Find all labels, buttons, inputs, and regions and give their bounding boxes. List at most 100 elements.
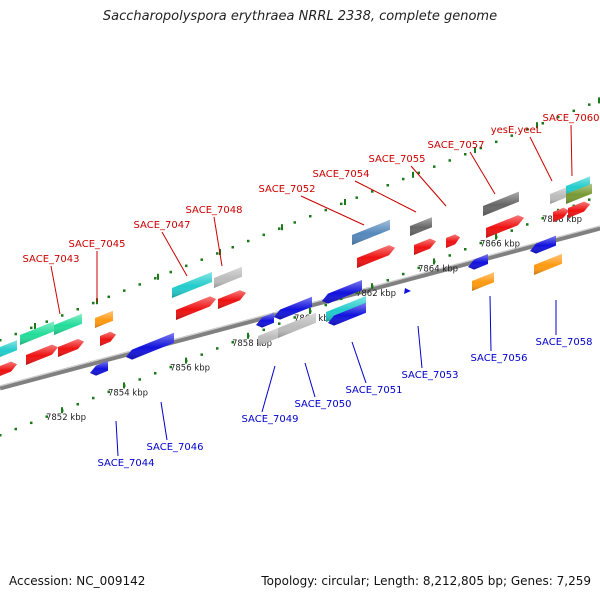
gene-feature-shade	[26, 344, 58, 365]
lower-gene-label: SACE_7051	[346, 385, 403, 396]
upper-tick-dot	[169, 270, 172, 274]
upper-tick-dot	[0, 339, 2, 342]
upper-gene-label: SACE_7054	[313, 169, 370, 180]
upper-callout-line	[354, 180, 417, 213]
upper-gene-label: SACE_7043	[23, 254, 80, 265]
gene-feature-shade	[218, 290, 246, 309]
upper-tick-dot	[340, 202, 343, 206]
upper-tick-dot	[278, 227, 281, 230]
gene-feature-shade	[100, 331, 116, 346]
upper-tick-dot	[448, 159, 451, 162]
gene-feature-shade	[0, 340, 17, 358]
lower-callout-line	[115, 420, 119, 457]
lower-tick-dot	[340, 297, 343, 301]
upper-tick-dot	[371, 190, 374, 193]
upper-tick-dot	[464, 153, 467, 156]
upper-tick-dot	[417, 171, 420, 175]
gene-feature-shade	[256, 312, 274, 328]
gene-feature-shade	[58, 339, 84, 357]
lower-tick-dot	[76, 403, 79, 406]
upper-tick-dot	[402, 177, 405, 181]
lower-tick-dot	[30, 421, 33, 425]
lower-tick-dot	[479, 241, 482, 245]
scale-label: 7856 kbp	[170, 364, 210, 374]
lower-tick-dot	[169, 365, 172, 369]
lower-gene-label: SACE_7058	[536, 337, 593, 348]
upper-gene-label: SACE_7057	[428, 140, 485, 151]
upper-callout-line	[570, 124, 573, 177]
upper-callout-line	[161, 231, 188, 277]
upper-gene-label: SACE_7052	[259, 184, 316, 195]
upper-gene-label: SACE_7047	[134, 220, 191, 231]
upper-tick-dot	[355, 196, 358, 199]
upper-tick-dot	[185, 264, 188, 268]
gene-feature-shade	[258, 328, 278, 346]
page-title: Saccharopolyspora erythraea NRRL 2338, c…	[102, 9, 498, 24]
scale-label: 7868 kbp	[542, 215, 582, 225]
scale-label: 7866 kbp	[480, 240, 520, 250]
gene-feature-shade	[483, 191, 519, 216]
lower-tick-dot	[138, 378, 141, 381]
lower-tick-dot	[402, 272, 405, 276]
topology-label: Topology: circular; Length: 8,212,805 bp…	[261, 574, 591, 588]
upper-callout-line	[529, 136, 553, 182]
gene-feature-shade	[530, 235, 556, 254]
gene-feature-shade	[566, 176, 590, 196]
gene-feature-shade	[0, 361, 17, 377]
upper-tick-dot	[386, 184, 389, 187]
lower-tick-dot	[355, 291, 358, 294]
gene-feature-shade	[550, 186, 568, 204]
upper-gene-label: SACE_7060	[543, 113, 600, 124]
lower-tick-dot	[45, 415, 48, 418]
lower-tick-dot	[541, 217, 544, 220]
gene-feature-shade	[446, 234, 460, 248]
gene-feature-shade	[472, 272, 494, 291]
upper-tick-dot	[76, 308, 79, 311]
upper-tick-dot	[510, 134, 513, 137]
lower-gene-label: SACE_7046	[147, 442, 204, 453]
accession-label: Accession: NC_009142	[9, 574, 146, 588]
lower-tick-dot	[417, 266, 420, 270]
scale-label: 7858 kbp	[232, 339, 272, 349]
lower-tick-dot	[14, 427, 17, 431]
upper-gene-label: SACE_7045	[69, 239, 126, 250]
lower-tick-dot	[92, 396, 95, 400]
gene-feature-shade	[172, 272, 212, 298]
lower-tick-dot	[324, 303, 327, 307]
scale-label: 7854 kbp	[108, 388, 148, 398]
gene-feature-shade	[553, 207, 569, 222]
upper-tick-dot	[541, 122, 544, 125]
upper-callout-line	[50, 265, 61, 315]
lower-callout-line	[351, 341, 367, 384]
upper-tick-dot	[557, 115, 560, 119]
upper-tick-dot	[30, 326, 33, 330]
upper-callout-line	[213, 216, 223, 267]
lower-tick-dot	[0, 434, 2, 437]
upper-tick-dot	[433, 165, 436, 168]
lower-callout-line	[160, 401, 168, 441]
gene-feature-shade	[534, 253, 562, 275]
upper-tick-dot	[45, 320, 48, 323]
gene-feature-small	[404, 288, 411, 294]
lower-tick-dot	[200, 353, 203, 356]
lower-tick-dot	[464, 248, 467, 251]
lower-tick-dot	[588, 198, 591, 201]
lower-tick-dot	[510, 229, 513, 232]
upper-tick-dot	[495, 140, 498, 144]
lower-gene-label: SACE_7050	[295, 399, 352, 410]
upper-tick-dot	[526, 128, 529, 131]
gene-feature-shade	[352, 219, 390, 245]
upper-tick-dot	[107, 295, 110, 299]
gene-feature-shade	[176, 296, 216, 320]
upper-gene-label: SACE_7048	[186, 205, 243, 216]
lower-tick-dot	[293, 316, 296, 319]
upper-tick-dot	[324, 208, 327, 212]
gene-feature-shade	[90, 360, 108, 376]
gene-feature-shade	[414, 238, 436, 255]
upper-tick-dot	[247, 239, 250, 243]
lower-tick-dot	[448, 254, 451, 257]
lower-tick-dot	[231, 341, 234, 344]
lower-tick-dot	[262, 328, 265, 332]
gene-feature-shade	[322, 280, 362, 304]
